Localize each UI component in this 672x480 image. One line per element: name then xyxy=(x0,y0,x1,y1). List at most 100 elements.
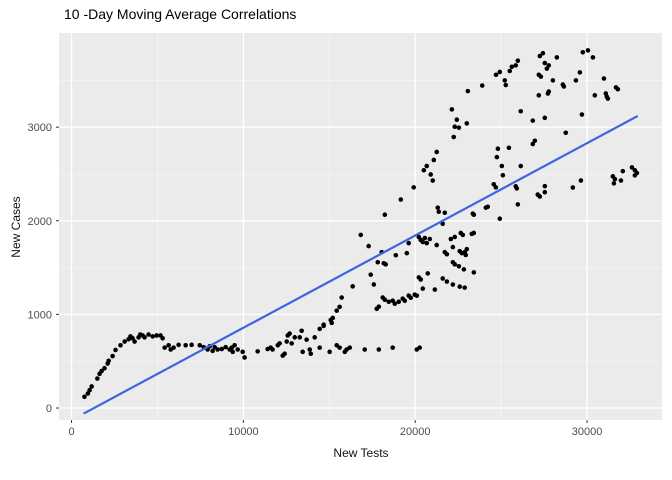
data-point xyxy=(493,72,499,78)
x-tick-label: 0 xyxy=(68,426,74,438)
data-point xyxy=(456,125,462,130)
data-point xyxy=(404,250,410,256)
data-point xyxy=(396,299,402,305)
y-tick-label: 0 xyxy=(46,403,52,415)
data-point xyxy=(282,351,287,357)
data-point xyxy=(334,308,339,313)
data-point xyxy=(462,285,468,290)
data-point xyxy=(102,365,107,371)
data-point xyxy=(329,320,335,326)
data-point xyxy=(150,334,155,339)
data-point xyxy=(376,347,382,352)
data-point xyxy=(292,335,298,340)
data-point xyxy=(550,78,556,83)
data-point xyxy=(471,212,477,218)
data-point xyxy=(515,202,521,207)
data-point xyxy=(494,154,500,160)
data-point xyxy=(235,347,241,352)
data-point xyxy=(612,176,618,182)
data-point xyxy=(270,347,275,352)
data-point xyxy=(592,93,598,98)
data-point xyxy=(420,239,426,245)
data-point xyxy=(393,252,399,258)
data-point xyxy=(530,118,536,123)
data-point xyxy=(350,284,355,289)
data-point xyxy=(166,342,171,348)
data-point xyxy=(299,328,304,334)
data-point xyxy=(337,304,342,310)
data-point xyxy=(146,332,151,337)
data-point xyxy=(509,64,515,70)
data-point xyxy=(485,204,491,210)
data-point xyxy=(382,212,388,218)
data-point xyxy=(542,115,548,121)
data-point xyxy=(368,272,374,277)
data-point xyxy=(339,295,344,300)
data-point xyxy=(414,293,420,298)
data-point xyxy=(452,234,458,240)
data-point xyxy=(118,342,123,348)
data-point xyxy=(87,387,92,393)
data-point xyxy=(460,232,466,238)
data-point xyxy=(162,345,167,350)
data-point xyxy=(532,138,538,144)
x-tick-label: 30000 xyxy=(572,426,603,438)
data-point xyxy=(347,345,353,350)
data-point xyxy=(620,168,626,174)
data-point xyxy=(434,242,440,248)
data-point xyxy=(312,335,318,340)
data-point xyxy=(223,344,228,350)
y-axis-title: New Cases xyxy=(9,196,23,258)
data-point xyxy=(537,53,543,59)
data-point xyxy=(189,342,194,348)
data-point xyxy=(106,358,111,364)
data-point xyxy=(219,346,225,352)
data-point xyxy=(436,209,442,215)
data-point xyxy=(450,244,456,250)
data-point xyxy=(448,236,454,242)
data-point xyxy=(408,295,414,301)
data-point xyxy=(425,271,431,276)
data-point xyxy=(358,232,364,238)
data-point xyxy=(444,279,450,284)
data-point xyxy=(450,282,456,287)
data-point xyxy=(366,243,371,249)
data-point xyxy=(601,76,607,81)
data-point xyxy=(537,194,543,199)
data-point xyxy=(464,121,470,126)
data-point xyxy=(578,178,584,183)
chart-title: 10 -Day Moving Average Correlations xyxy=(64,6,297,22)
data-point xyxy=(418,277,424,282)
data-point xyxy=(95,376,100,381)
data-point xyxy=(465,88,471,94)
data-point xyxy=(499,163,505,169)
data-point xyxy=(434,149,440,155)
data-point xyxy=(451,134,457,140)
data-point xyxy=(82,394,87,400)
data-point xyxy=(507,68,513,74)
data-point xyxy=(304,337,309,342)
data-point xyxy=(514,186,520,191)
data-point xyxy=(493,185,499,190)
y-tick-label: 2000 xyxy=(28,216,52,228)
data-point xyxy=(307,347,313,352)
data-point xyxy=(130,335,135,341)
y-tick-label: 3000 xyxy=(28,122,52,134)
data-point xyxy=(308,351,314,357)
data-point xyxy=(183,342,188,348)
data-point xyxy=(424,240,430,246)
data-point xyxy=(502,78,508,83)
data-point xyxy=(421,167,427,173)
data-point xyxy=(500,172,506,178)
data-point xyxy=(171,345,176,350)
data-point xyxy=(605,96,611,101)
x-axis-title: New Tests xyxy=(0,446,672,460)
data-point xyxy=(611,181,617,186)
data-point xyxy=(411,185,416,190)
data-point xyxy=(277,341,282,346)
data-point xyxy=(456,263,462,269)
data-point xyxy=(398,197,404,202)
data-point xyxy=(422,235,428,241)
data-point xyxy=(536,93,542,98)
data-point xyxy=(530,141,536,147)
